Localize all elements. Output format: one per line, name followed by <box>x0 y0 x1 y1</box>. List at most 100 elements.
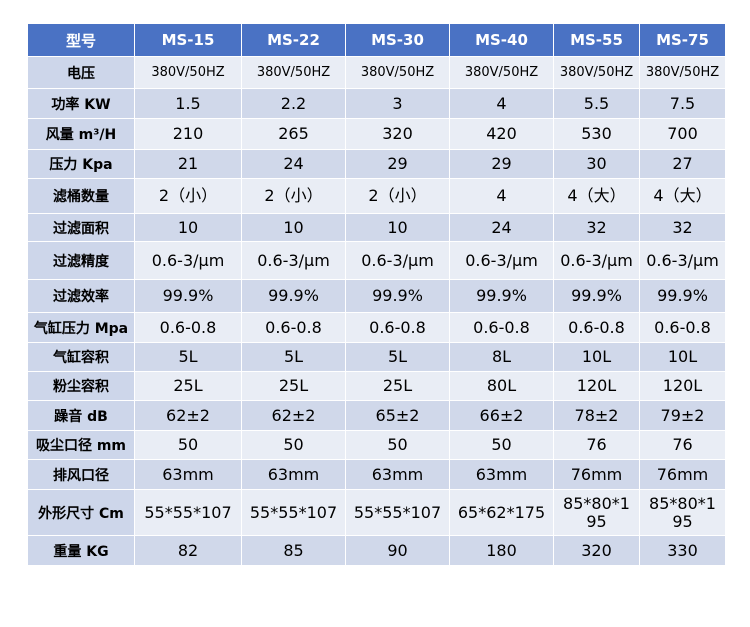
table-cell: 1.5 <box>134 88 242 119</box>
table-cell: 25L <box>134 371 242 401</box>
row-label: 功率 KW <box>27 88 135 119</box>
table-cell: 99.9% <box>134 279 242 313</box>
table-cell: 85*80*195 <box>553 489 640 536</box>
table-cell: 2（小） <box>134 178 242 214</box>
table-cell: 2.2 <box>241 88 346 119</box>
row-label: 过滤面积 <box>27 213 135 242</box>
table-cell: 21 <box>134 149 242 179</box>
table-cell: 65±2 <box>345 400 450 431</box>
model-header: MS-75 <box>639 23 726 57</box>
table-cell: 380V/50HZ <box>134 56 242 89</box>
table-cell: 265 <box>241 118 346 150</box>
table-cell: 5.5 <box>553 88 640 119</box>
table-cell: 99.9% <box>639 279 726 313</box>
model-header: MS-30 <box>345 23 450 57</box>
table-cell: 79±2 <box>639 400 726 431</box>
table-cell: 25L <box>345 371 450 401</box>
table-cell: 7.5 <box>639 88 726 119</box>
table-cell: 0.6-0.8 <box>639 312 726 343</box>
table-row: 躁音 dB 62±2 62±2 65±2 66±2 78±2 79±2 <box>27 400 726 431</box>
table-cell: 55*55*107 <box>241 489 346 536</box>
table-cell: 0.6-3/μm <box>345 241 450 280</box>
table-cell: 380V/50HZ <box>553 56 640 89</box>
table-row: 压力 Kpa 21 24 29 29 30 27 <box>27 149 726 179</box>
table-cell: 24 <box>449 213 554 242</box>
table-cell: 63mm <box>449 459 554 490</box>
table-cell: 0.6-0.8 <box>449 312 554 343</box>
table-cell: 10L <box>639 342 726 372</box>
row-label: 滤桶数量 <box>27 178 135 214</box>
row-label: 风量 m³/H <box>27 118 135 150</box>
table-row: 气缸压力 Mpa 0.6-0.8 0.6-0.8 0.6-0.8 0.6-0.8 0.6-… <box>27 312 726 343</box>
table-row: 电压 380V/50HZ 380V/50HZ 380V/50HZ 380V/50HZ 38… <box>27 56 726 89</box>
table-cell: 3 <box>345 88 450 119</box>
table-row: 排风口径 63mm 63mm 63mm 63mm 76mm 76mm <box>27 459 726 490</box>
table-cell: 32 <box>553 213 640 242</box>
table-cell: 0.6-3/μm <box>134 241 242 280</box>
header-row: 型号 MS-15 MS-22 MS-30 MS-40 MS-55 MS-75 <box>27 23 726 57</box>
table-cell: 0.6-0.8 <box>345 312 450 343</box>
table-row: 吸尘口径 mm 50 50 50 50 76 76 <box>27 430 726 460</box>
table-cell: 180 <box>449 535 554 566</box>
table-cell: 330 <box>639 535 726 566</box>
table-cell: 700 <box>639 118 726 150</box>
table-cell: 50 <box>134 430 242 460</box>
table-row: 粉尘容积 25L 25L 25L 80L 120L 120L <box>27 371 726 401</box>
table-cell: 32 <box>639 213 726 242</box>
table-cell: 420 <box>449 118 554 150</box>
table-cell: 76mm <box>553 459 640 490</box>
table-cell: 90 <box>345 535 450 566</box>
table-cell: 85*80*195 <box>639 489 726 536</box>
header-label: 型号 <box>27 23 135 57</box>
table-cell: 62±2 <box>134 400 242 431</box>
table-cell: 76mm <box>639 459 726 490</box>
table-cell: 320 <box>553 535 640 566</box>
table-cell: 0.6-0.8 <box>241 312 346 343</box>
table-cell: 0.6-0.8 <box>553 312 640 343</box>
table-cell: 120L <box>639 371 726 401</box>
table-cell: 80L <box>449 371 554 401</box>
table-cell: 99.9% <box>241 279 346 313</box>
row-label: 压力 Kpa <box>27 149 135 179</box>
table-cell: 66±2 <box>449 400 554 431</box>
table-cell: 50 <box>345 430 450 460</box>
table-row: 重量 KG 82 85 90 180 320 330 <box>27 535 726 566</box>
table-cell: 10 <box>241 213 346 242</box>
table-cell: 29 <box>345 149 450 179</box>
table-cell: 55*55*107 <box>134 489 242 536</box>
table-cell: 210 <box>134 118 242 150</box>
table-cell: 10 <box>134 213 242 242</box>
table-cell: 55*55*107 <box>345 489 450 536</box>
row-label: 吸尘口径 mm <box>27 430 135 460</box>
table-cell: 99.9% <box>553 279 640 313</box>
row-label: 外形尺寸 Cm <box>27 489 135 536</box>
table-cell: 63mm <box>241 459 346 490</box>
table-cell: 30 <box>553 149 640 179</box>
table-cell: 76 <box>553 430 640 460</box>
table-cell: 63mm <box>345 459 450 490</box>
model-header: MS-55 <box>553 23 640 57</box>
table-cell: 85 <box>241 535 346 566</box>
table-cell: 380V/50HZ <box>639 56 726 89</box>
row-label: 躁音 dB <box>27 400 135 431</box>
table-cell: 530 <box>553 118 640 150</box>
table-row: 过滤精度 0.6-3/μm 0.6-3/μm 0.6-3/μm 0.6-3/μm 0.6-… <box>27 241 726 280</box>
row-label: 气缸压力 Mpa <box>27 312 135 343</box>
table-cell: 63mm <box>134 459 242 490</box>
table-cell: 99.9% <box>345 279 450 313</box>
table-cell: 4（大） <box>639 178 726 214</box>
table-cell: 29 <box>449 149 554 179</box>
table-row: 过滤面积 10 10 10 24 32 32 <box>27 213 726 242</box>
table-cell: 65*62*175 <box>449 489 554 536</box>
table-cell: 24 <box>241 149 346 179</box>
table-cell: 380V/50HZ <box>345 56 450 89</box>
row-label: 过滤效率 <box>27 279 135 313</box>
table-cell: 380V/50HZ <box>241 56 346 89</box>
table-cell: 10L <box>553 342 640 372</box>
table-cell: 0.6-3/μm <box>553 241 640 280</box>
table-cell: 27 <box>639 149 726 179</box>
table-cell: 10 <box>345 213 450 242</box>
table-cell: 99.9% <box>449 279 554 313</box>
table-cell: 2（小） <box>241 178 346 214</box>
table-cell: 0.6-3/μm <box>241 241 346 280</box>
